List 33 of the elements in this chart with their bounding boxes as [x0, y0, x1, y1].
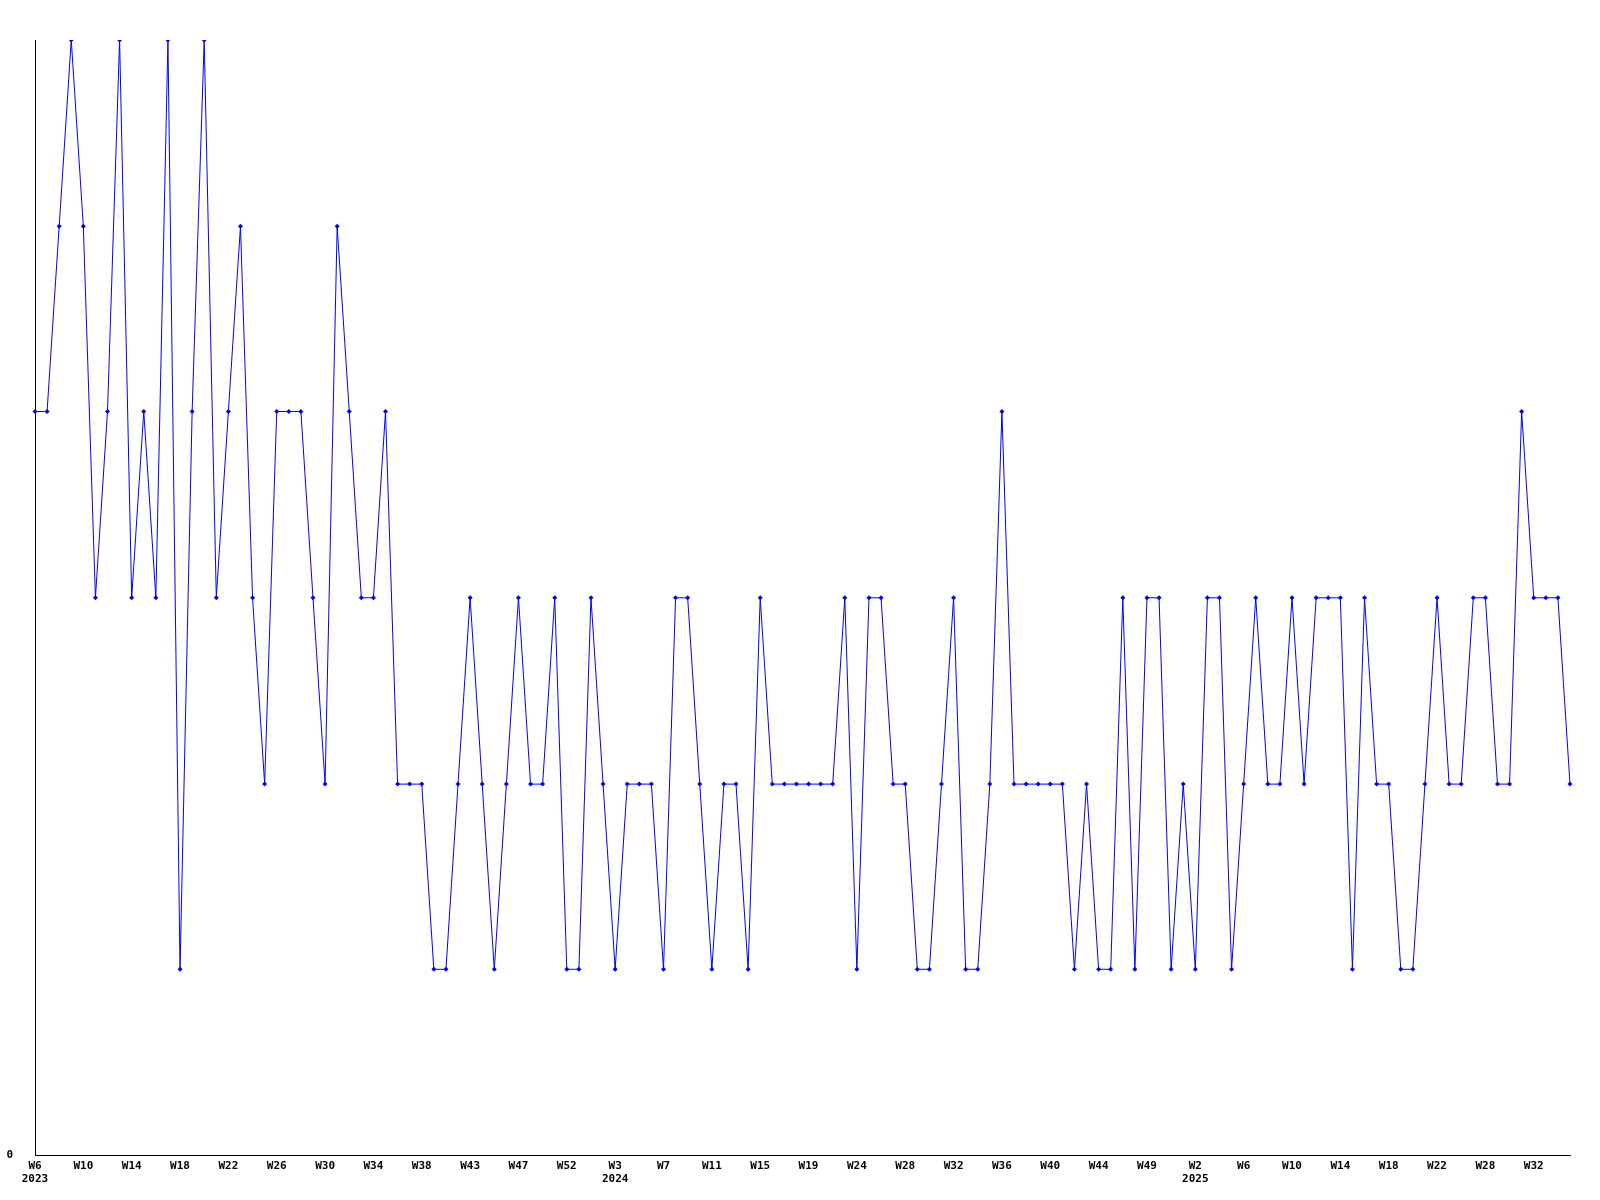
- x-tick-label: W38: [411, 1159, 432, 1173]
- x-tick-label: W44: [1088, 1159, 1109, 1173]
- text: 0: [6, 1148, 13, 1162]
- x-tick-label: W11: [701, 1159, 723, 1173]
- x-tick-label: W52: [556, 1159, 577, 1173]
- x-tick-label: W32: [943, 1159, 964, 1173]
- x-tick-label: W3 2024: [601, 1159, 629, 1186]
- x-tick-label: W7: [656, 1159, 671, 1173]
- x-tick-label: W19: [798, 1159, 819, 1173]
- x-tick-label: W34: [363, 1159, 384, 1173]
- x-tick-label: W24: [846, 1159, 868, 1173]
- x-tick-label: W30: [315, 1159, 336, 1173]
- x-tick-label: W18: [170, 1159, 190, 1173]
- x-tick-label: W26: [266, 1159, 288, 1173]
- x-tick-label: W10: [73, 1159, 94, 1173]
- x-tick-label: W18: [1378, 1159, 1399, 1173]
- x-tick-label: W10: [1282, 1159, 1302, 1173]
- x-tick-label: W14: [1330, 1159, 1351, 1173]
- x-tick-label: W28: [1475, 1159, 1496, 1173]
- x-tick-label: W32: [1523, 1159, 1544, 1173]
- x-tick-label: W43: [460, 1159, 481, 1173]
- x-tick-label: W14: [121, 1159, 142, 1173]
- x-tick-label: W49: [1137, 1159, 1157, 1173]
- x-tick-label: W40: [1040, 1159, 1061, 1173]
- x-tick-label: W15: [750, 1159, 771, 1173]
- x-tick-label: W47: [508, 1159, 529, 1173]
- x-tick-label: W2 2025: [1182, 1159, 1209, 1186]
- x-tick-label: W22: [218, 1159, 239, 1173]
- x-tick-label: W6 2023: [21, 1159, 49, 1186]
- x-tick-label: W28: [895, 1159, 916, 1173]
- x-tick-label: W22: [1427, 1159, 1447, 1173]
- x-tick-label: W36: [991, 1159, 1013, 1173]
- x-tick-label: W6: [1237, 1159, 1251, 1173]
